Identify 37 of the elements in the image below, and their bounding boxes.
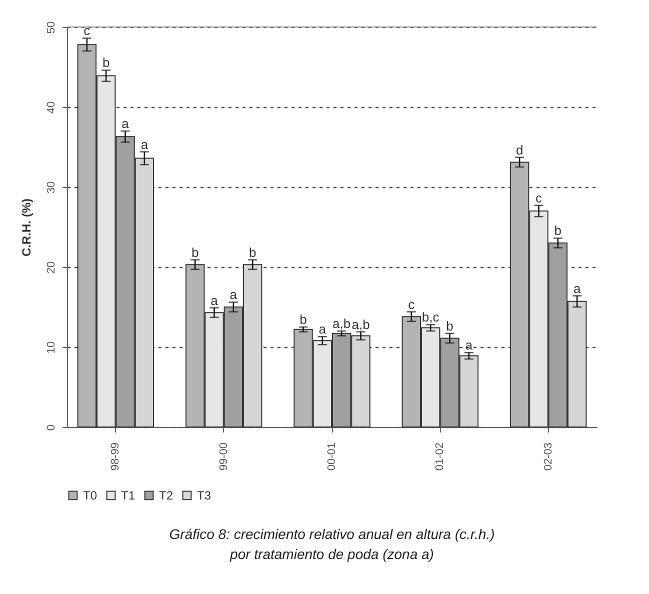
x-tick-label: 99-00	[218, 442, 230, 471]
y-tick-label: 10	[46, 341, 58, 354]
data-label: c	[84, 23, 91, 38]
legend-label: T1	[121, 488, 136, 502]
data-label: b	[446, 318, 454, 334]
x-tick-label: 01-02	[434, 442, 446, 471]
data-label: a	[573, 280, 582, 296]
data-label: a	[122, 116, 130, 131]
data-label: b	[554, 223, 562, 238]
x-tick-label: 98-99	[110, 442, 122, 471]
data-label: a	[230, 287, 238, 302]
legend-label: T2	[159, 488, 174, 502]
data-label: b	[300, 312, 307, 327]
data-label: a,b	[332, 316, 351, 331]
data-label: c	[535, 190, 542, 206]
y-tick-label: 0	[46, 424, 58, 431]
data-label: a	[140, 136, 149, 152]
data-label: a	[210, 292, 219, 308]
legend-label: T0	[83, 488, 98, 502]
y-tick-label: 20	[46, 261, 58, 274]
x-tick-label: 00-01	[326, 442, 338, 471]
x-tick-label: 02-03	[542, 442, 554, 471]
text: Gráfico 8: crecimiento relativo anual en altura (c.r.h.) por tratamiento de poda (zona a)	[169, 526, 495, 562]
y-axis-title: C.R.H. (%)	[20, 198, 34, 256]
y-tick-label: 40	[46, 101, 58, 114]
legend-label: T3	[197, 488, 212, 502]
data-label: a,b	[352, 316, 370, 332]
data-label: a	[318, 322, 327, 337]
data-label: b	[191, 244, 199, 260]
data-label: c	[408, 296, 416, 312]
data-label: b,c	[422, 310, 440, 325]
data-label: d	[516, 142, 524, 158]
data-label: b	[102, 55, 110, 70]
data-label: b	[248, 244, 256, 260]
y-tick-label: 50	[46, 21, 58, 34]
y-tick-label: 30	[46, 181, 58, 194]
data-label: a	[465, 338, 474, 353]
